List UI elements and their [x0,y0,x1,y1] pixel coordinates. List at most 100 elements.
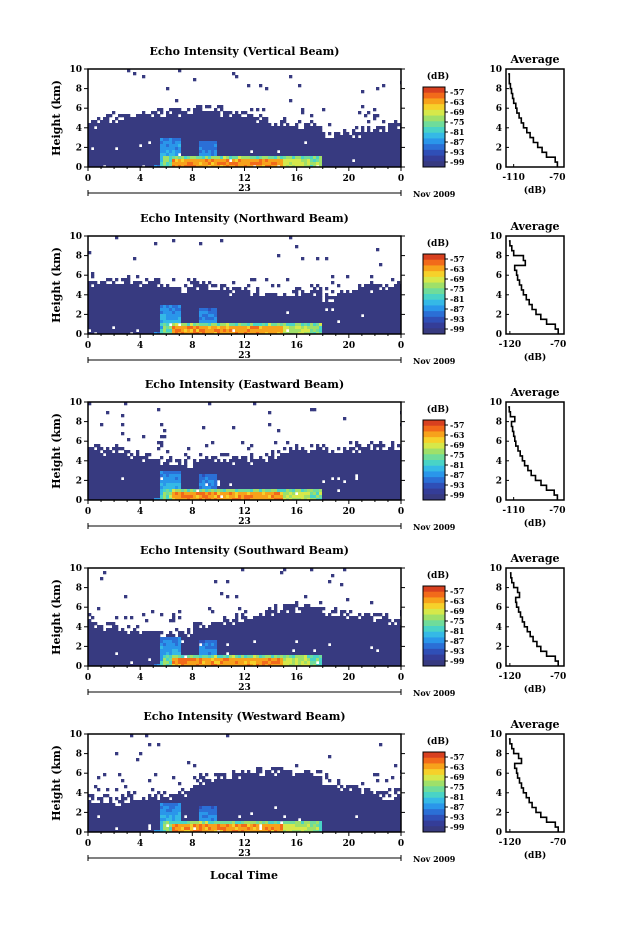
echo-cell [391,441,394,444]
echo-cell [196,156,199,159]
echo-cell [322,314,325,317]
echo-cell [232,426,235,429]
echo-cell [274,153,277,156]
echo-cell [310,299,313,302]
echo-cell [382,317,385,320]
echo-cell [367,459,370,462]
echo-cell [205,489,208,492]
echo-cell [346,456,349,459]
echo-cell [127,450,130,453]
echo-cell [301,108,304,111]
echo-cell [100,320,103,323]
echo-cell [214,123,217,126]
echo-cell [253,141,256,144]
echo-cell [199,111,202,114]
echo-cell [205,314,208,317]
y-axis-label: Height (km) [50,80,63,156]
echo-cell [358,456,361,459]
echo-cell [208,117,211,120]
echo-cell [298,84,301,87]
echo-cell [307,486,310,489]
echo-cell [241,323,244,326]
echo-cell [199,105,202,108]
echo-cell [289,135,292,138]
echo-cell [205,287,208,290]
echo-cell [349,302,352,305]
echo-cell [295,129,298,132]
echo-cell [100,456,103,459]
echo-cell [181,480,184,483]
echo-cell [397,320,400,323]
echo-cell [397,138,400,141]
echo-cell [367,290,370,293]
echo-cell [124,126,127,129]
echo-cell [319,132,322,135]
echo-cell [133,314,136,317]
echo-cell [214,156,217,159]
echo-cell [391,296,394,299]
echo-cell [103,314,106,317]
echo-cell [118,123,121,126]
echo-cell [376,459,379,462]
echo-cell [118,317,121,320]
y-axis-label: Height (km) [50,247,63,323]
echo-cell [100,129,103,132]
echo-cell [253,153,256,156]
echo-cell [277,138,280,141]
echo-cell [172,465,175,468]
echo-cell [379,480,382,483]
echo-cell [103,320,106,323]
echo-cell [166,117,169,120]
echo-cell [199,317,202,320]
echo-cell [178,290,181,293]
echo-cell [235,305,238,308]
echo-cell [232,456,235,459]
echo-cell [298,144,301,147]
echo-cell [277,450,280,453]
echo-cell [379,441,382,444]
echo-cell [133,480,136,483]
echo-cell [226,129,229,132]
echo-cell [97,483,100,486]
echo-cell [277,477,280,480]
echo-cell [268,123,271,126]
echo-cell [157,287,160,290]
echo-cell [124,284,127,287]
echo-cell [361,326,364,329]
echo-cell [196,159,199,162]
echo-cell [202,302,205,305]
echo-cell [274,299,277,302]
echo-cell [205,480,208,483]
echo-cell [94,453,97,456]
echo-cell [211,459,214,462]
echo-cell [193,141,196,144]
echo-cell [379,153,382,156]
echo-cell [145,147,148,150]
echo-cell [94,296,97,299]
echo-cell [379,320,382,323]
echo-cell [151,471,154,474]
echo-cell [307,150,310,153]
echo-cell [193,329,196,332]
echo-cell [301,486,304,489]
echo-cell [250,132,253,135]
echo-cell [292,290,295,293]
echo-cell [157,462,160,465]
echo-cell [286,299,289,302]
echo-cell [91,329,94,332]
echo-cell [247,329,250,332]
echo-cell [304,314,307,317]
echo-cell [124,278,127,281]
echo-cell [319,462,322,465]
echo-cell [307,126,310,129]
echo-cell [205,302,208,305]
echo-cell [100,135,103,138]
echo-cell [271,156,274,159]
echo-cell [247,299,250,302]
echo-cell [97,329,100,332]
echo-cell [157,162,160,165]
echo-cell [247,296,250,299]
echo-cell [127,462,130,465]
echo-cell [256,159,259,162]
echo-cell [397,281,400,284]
